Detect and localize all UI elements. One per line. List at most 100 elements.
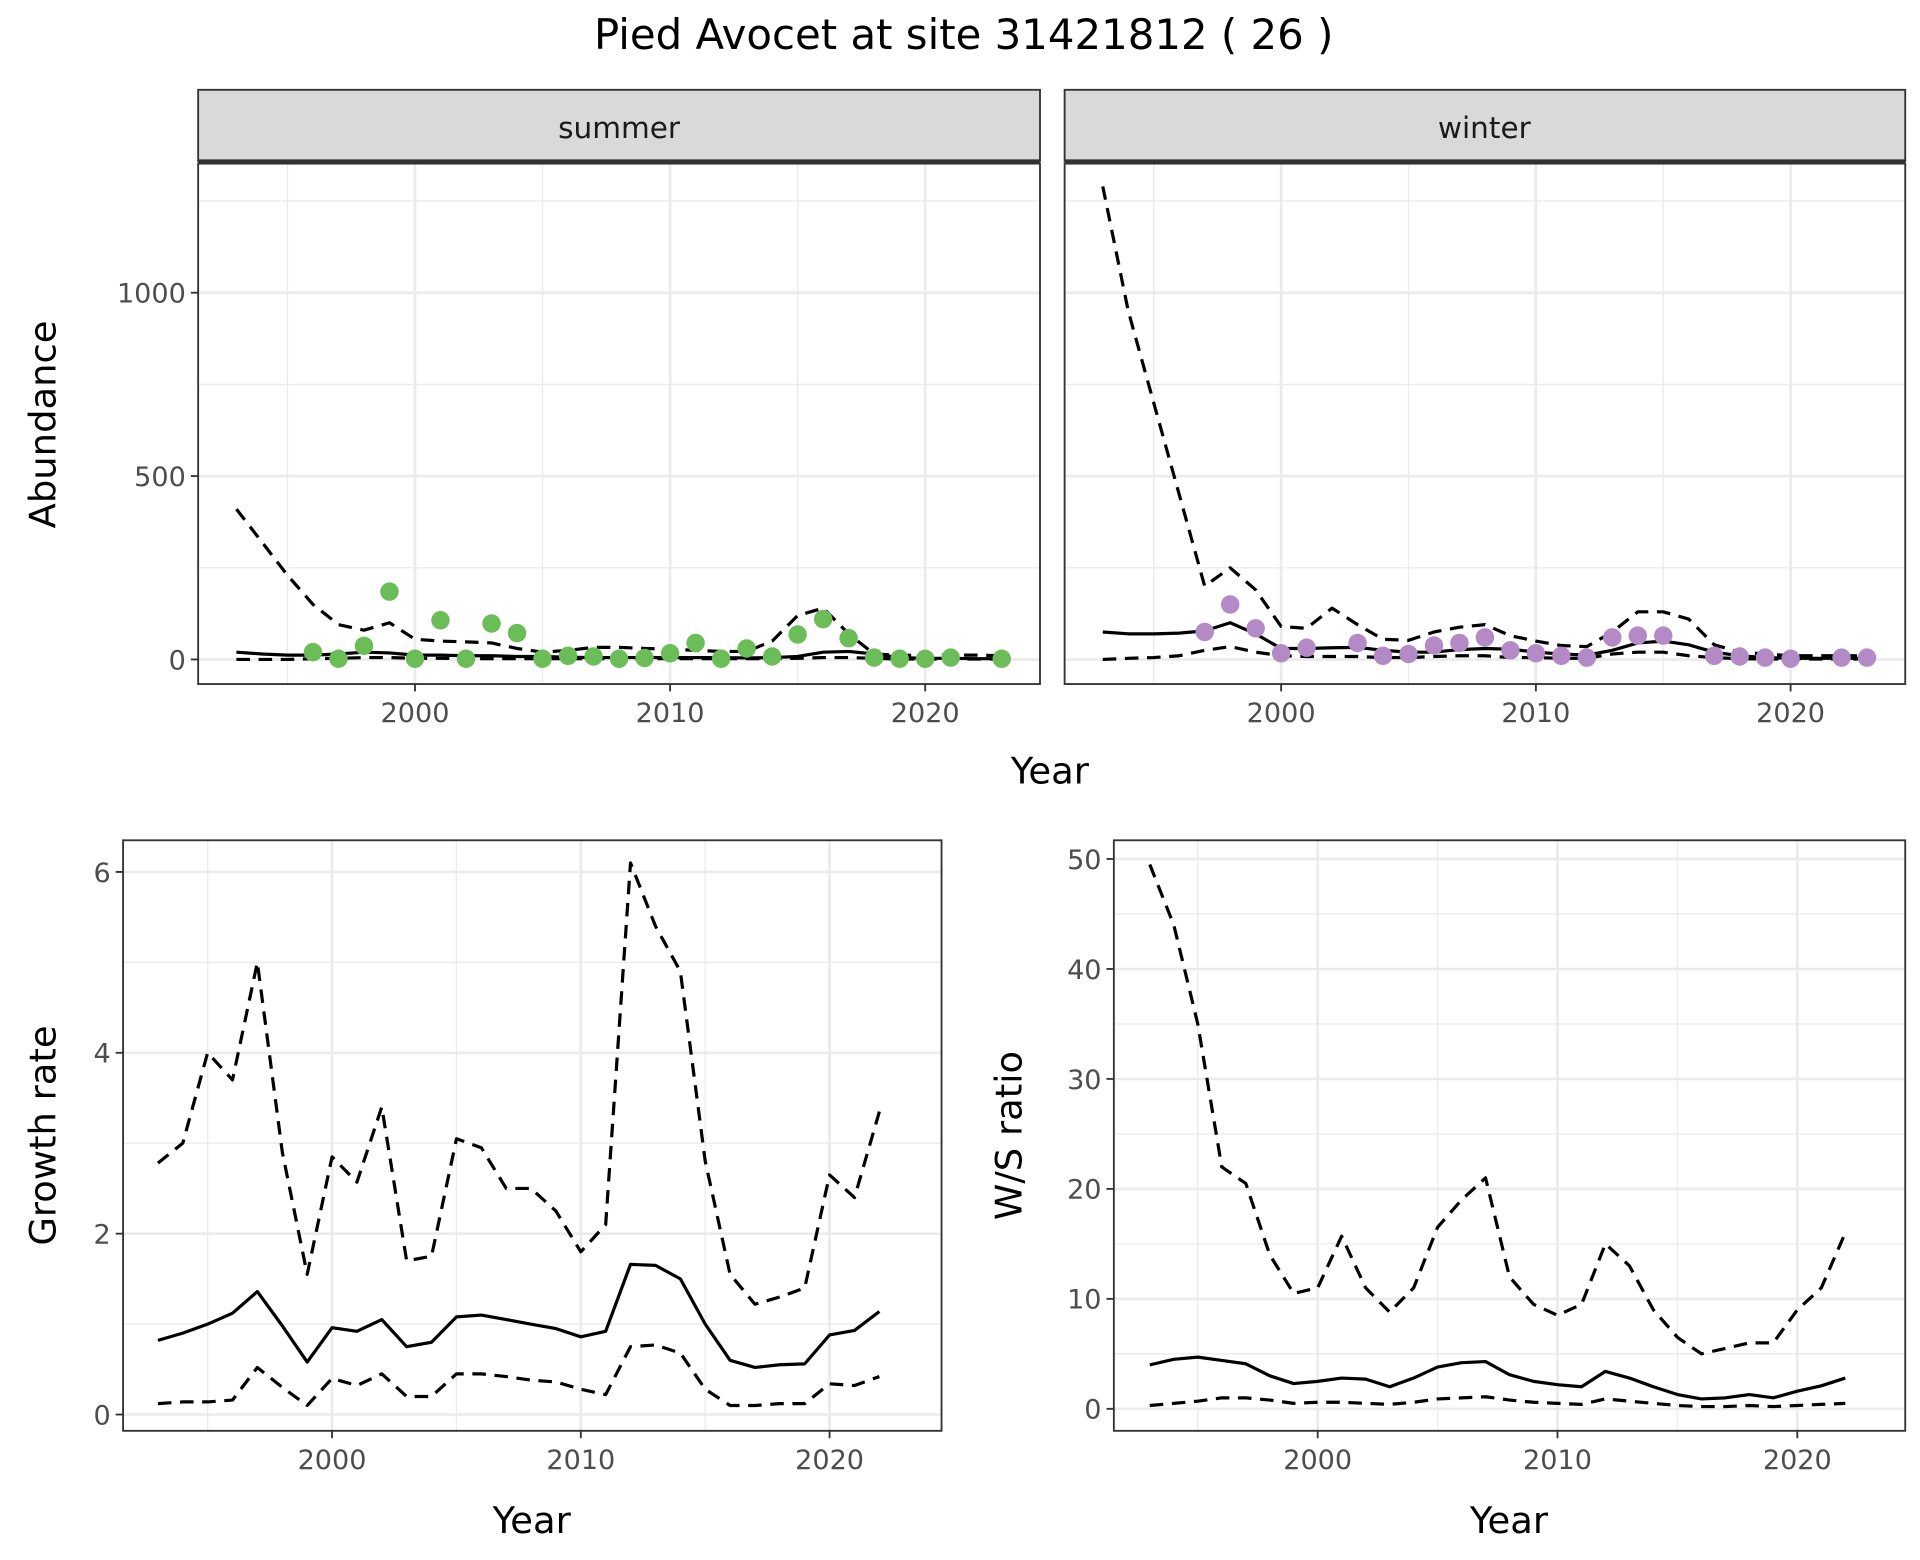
data-point	[711, 649, 731, 668]
panel-border	[1112, 839, 1907, 1432]
data-point	[941, 648, 960, 667]
data-point	[1348, 633, 1367, 653]
y-tick-label: 500	[134, 462, 186, 493]
data-point	[482, 614, 501, 633]
data-point	[354, 636, 374, 656]
data-point	[1220, 595, 1240, 614]
data-point	[405, 649, 425, 668]
panel-summer: 2000 2010 2020 0 500 1000	[117, 162, 1041, 729]
plot-area	[1064, 163, 1906, 685]
plot-area	[198, 163, 1041, 685]
data-point	[1730, 647, 1749, 666]
x-tick-label: 2010	[1523, 1445, 1592, 1476]
x-tick-label: 2000	[1283, 1445, 1352, 1476]
plot-area	[1113, 840, 1906, 1431]
y-tick-label: 0	[169, 645, 186, 676]
data-point	[686, 633, 705, 653]
data-point	[1399, 644, 1418, 664]
panel-border	[1063, 162, 1907, 685]
y-tick-label: 6	[94, 858, 111, 889]
data-point	[380, 582, 399, 601]
x-tick-label: 2000	[381, 698, 450, 729]
data-point	[762, 647, 782, 666]
data-point	[1603, 628, 1622, 647]
data-point	[1297, 638, 1316, 657]
abundance-y-title: Abundance	[21, 321, 64, 529]
data-point	[1704, 646, 1724, 666]
data-point	[1654, 626, 1673, 645]
data-point	[864, 648, 884, 667]
plot-area	[123, 840, 942, 1431]
y-tick-label: 0	[94, 1400, 111, 1431]
data-point	[1195, 622, 1214, 642]
data-point	[431, 610, 450, 630]
figure-title: Pied Avocet at site 31421812 ( 26 )	[594, 10, 1333, 59]
data-point	[1501, 641, 1520, 660]
x-tick-label: 2010	[1501, 698, 1570, 729]
data-point	[839, 628, 858, 648]
data-point	[1373, 646, 1393, 666]
lower-bound-line	[1149, 1395, 1846, 1409]
x-tick-label: 2020	[795, 1445, 864, 1476]
data-point	[1628, 626, 1647, 645]
data-point	[813, 609, 833, 629]
y-tick-label: 1000	[117, 279, 186, 310]
ws-y-title: W/S ratio	[988, 1051, 1031, 1220]
data-point	[660, 644, 680, 663]
lower-bound-line	[1102, 645, 1868, 662]
data-point	[635, 648, 654, 668]
x-tick-label: 2020	[1763, 1445, 1832, 1476]
strip-summer-label: summer	[558, 111, 681, 145]
x-tick-label: 2000	[1247, 698, 1316, 729]
data-point	[915, 649, 935, 668]
panel-border	[197, 162, 1041, 685]
y-tick-label: 50	[1067, 845, 1101, 876]
data-point	[1475, 628, 1495, 647]
y-tick-label: 20	[1067, 1175, 1101, 1206]
data-point	[1577, 648, 1597, 667]
mean-line	[157, 1262, 881, 1370]
y-tick-label: 10	[1067, 1285, 1101, 1316]
panel-border	[122, 839, 943, 1432]
data-point	[890, 649, 909, 668]
x-tick-label: 2000	[298, 1445, 367, 1476]
data-point	[507, 623, 527, 643]
y-tick-label: 30	[1067, 1065, 1101, 1096]
mean-line	[1149, 1355, 1846, 1401]
data-point	[558, 646, 578, 666]
upper-bound-line	[235, 508, 1002, 658]
data-point	[1424, 636, 1444, 655]
y-tick-label: 40	[1067, 955, 1101, 986]
ws-x-title: Year	[1469, 1499, 1549, 1542]
data-point	[1857, 648, 1877, 667]
lower-bound-line	[157, 1343, 880, 1408]
upper-bound-line	[1148, 863, 1847, 1356]
strip-summer	[197, 88, 1041, 163]
growth-x-title: Year	[492, 1499, 572, 1542]
data-point	[1271, 644, 1291, 663]
data-point	[303, 642, 323, 662]
data-point	[456, 649, 476, 668]
x-tick-label: 2010	[636, 698, 705, 729]
y-tick-label: 4	[94, 1039, 111, 1070]
data-point	[584, 647, 603, 666]
abundance-x-title: Year	[1010, 750, 1090, 793]
data-point	[1781, 649, 1800, 668]
data-point	[992, 649, 1011, 668]
x-tick-label: 2020	[1756, 698, 1825, 729]
panel-ws-ratio: 2000 2010 2020 0 10 20 30 40 50	[1067, 839, 1907, 1476]
data-point	[788, 625, 807, 644]
x-tick-label: 2010	[546, 1445, 615, 1476]
panel-winter: 2000 2010 2020	[1063, 162, 1907, 729]
data-point	[1526, 644, 1546, 663]
data-point	[329, 649, 348, 668]
strip-winter-label: winter	[1438, 111, 1532, 145]
y-tick-label: 2	[94, 1220, 111, 1251]
data-point	[1755, 648, 1775, 667]
data-point	[737, 639, 756, 658]
upper-bound-line	[156, 861, 881, 1306]
data-point	[1450, 633, 1469, 653]
panel-growth: 2000 2010 2020 0 2 4 6	[94, 839, 943, 1476]
